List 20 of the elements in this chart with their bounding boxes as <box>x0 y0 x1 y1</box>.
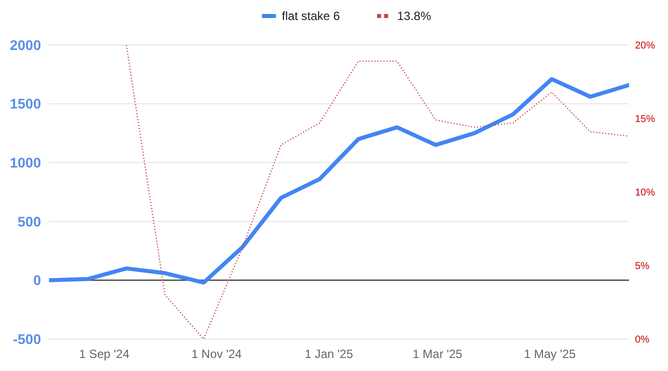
y2-tick-label: 10% <box>635 188 656 198</box>
y2-tick-label: 20% <box>635 40 656 52</box>
x-tick-label: 1 Mar '25 <box>412 347 463 361</box>
y-tick-label: 0 <box>33 272 42 288</box>
legend-label: 13.8% <box>397 9 432 24</box>
y2-tick-label: 5% <box>635 261 650 272</box>
y-tick-label: -500 <box>12 330 42 347</box>
y-tick-label: 2000 <box>10 36 42 53</box>
y-tick-label: 500 <box>18 213 42 230</box>
y2-tick-label: 15% <box>635 114 656 125</box>
y-tick-label: 1000 <box>10 154 42 170</box>
y-tick-label: 1500 <box>10 96 42 112</box>
y2-tick-label: 0% <box>635 334 650 346</box>
line-series <box>49 77 629 285</box>
line-series <box>126 45 629 339</box>
x-tick-label: 1 Jan '25 <box>304 347 354 361</box>
x-tick-label: 1 Nov '24 <box>191 347 242 361</box>
x-tick-label: 1 Sep '24 <box>79 347 130 361</box>
x-tick-label: 1 May '25 <box>524 347 576 361</box>
legend-label: flat stake 6 <box>282 9 340 24</box>
